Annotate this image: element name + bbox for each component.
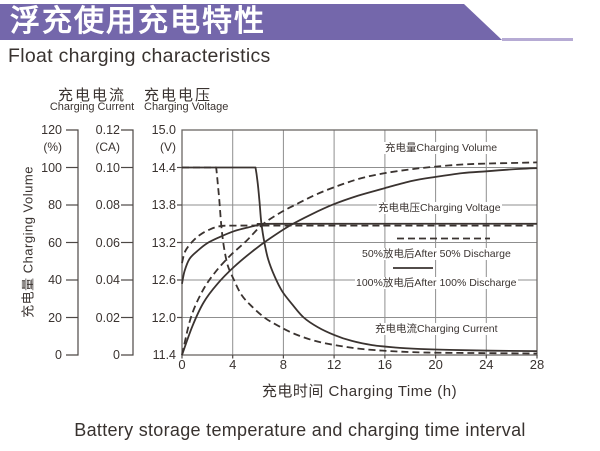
current-tick: 0.06 <box>95 235 120 250</box>
current-unit: (CA) <box>95 139 120 154</box>
volume-tick: 120 <box>41 123 62 137</box>
current-axis-line <box>121 129 134 356</box>
page-title-chinese: 浮充使用充电特性 <box>10 5 266 38</box>
voltage-axis-ticks <box>177 166 182 319</box>
voltage-unit: (V) <box>160 139 176 154</box>
voltage-tick: 12.6 <box>151 273 176 287</box>
label-charging-voltage: 充电电压Charging Voltage <box>377 202 502 214</box>
time-tick: 20 <box>428 357 443 372</box>
current-tick: 0.04 <box>95 273 120 287</box>
title-banner: 浮充使用充电特性 <box>0 4 502 40</box>
voltage-tick: 14.4 <box>151 160 176 175</box>
time-tick: 8 <box>279 357 287 372</box>
bottom-caption: Battery storage temperature and charging… <box>74 420 526 440</box>
voltage-tick: 11.4 <box>152 348 176 362</box>
time-axis-label: 充电时间 Charging Time (h) <box>261 383 458 400</box>
time-tick: 28 <box>529 357 545 372</box>
current-axis-header-cn: 充电电流 <box>57 87 126 104</box>
current-tick: 0.10 <box>95 160 120 175</box>
volume-unit: (%) <box>43 139 62 154</box>
volume-axis-line <box>66 129 79 356</box>
volume-tick: 100 <box>41 160 62 175</box>
time-tick: 4 <box>229 357 237 372</box>
volume-tick: 40 <box>48 273 62 287</box>
voltage-axis-header-cn: 充电电压 <box>144 87 213 104</box>
time-tick: 24 <box>479 357 494 372</box>
label-after-100-discharge: 100%放电后After 100% Discharge <box>355 277 518 289</box>
voltage-tick: 15.0 <box>151 123 176 137</box>
voltage-axis-header-en: Charging Voltage <box>144 101 229 113</box>
current-tick: 0 <box>113 348 120 362</box>
volume-tick: 80 <box>48 198 62 212</box>
time-tick: 0 <box>178 357 186 372</box>
volume-tick: 20 <box>48 310 62 325</box>
curve-charging-current-after-50-discharge <box>182 166 538 355</box>
curve-charging-voltage-after-50-discharge <box>181 224 537 264</box>
curve-charging-current-after-100-discharge <box>182 166 538 352</box>
curve-charging-voltage-after-100-discharge <box>181 222 538 284</box>
time-axis-ticks <box>181 355 538 359</box>
banner-underline <box>502 38 573 41</box>
voltage-tick: 13.8 <box>151 198 176 212</box>
label-charging-current: 充电电流Charging Current <box>374 323 499 335</box>
curve-charging-volume-after-100-discharge <box>181 167 538 356</box>
current-tick: 0.02 <box>95 310 120 325</box>
time-tick: 16 <box>377 357 393 372</box>
volume-tick: 60 <box>48 235 62 250</box>
current-tick: 0.08 <box>95 198 120 212</box>
current-tick: 0.12 <box>95 123 120 137</box>
label-after-50-discharge: 50%放电后After 50% Discharge <box>361 248 512 260</box>
current-axis-header-en: Charging Current <box>49 101 135 113</box>
volume-tick: 0 <box>55 348 62 362</box>
time-tick: 12 <box>326 357 342 372</box>
voltage-tick: 12.0 <box>151 310 176 325</box>
label-charging-volume: 充电量Charging Volume <box>384 142 499 154</box>
page-title-english: Float charging characteristics <box>8 45 271 67</box>
voltage-tick: 13.2 <box>151 235 176 250</box>
curve-charging-volume-after-50-discharge <box>181 161 538 356</box>
